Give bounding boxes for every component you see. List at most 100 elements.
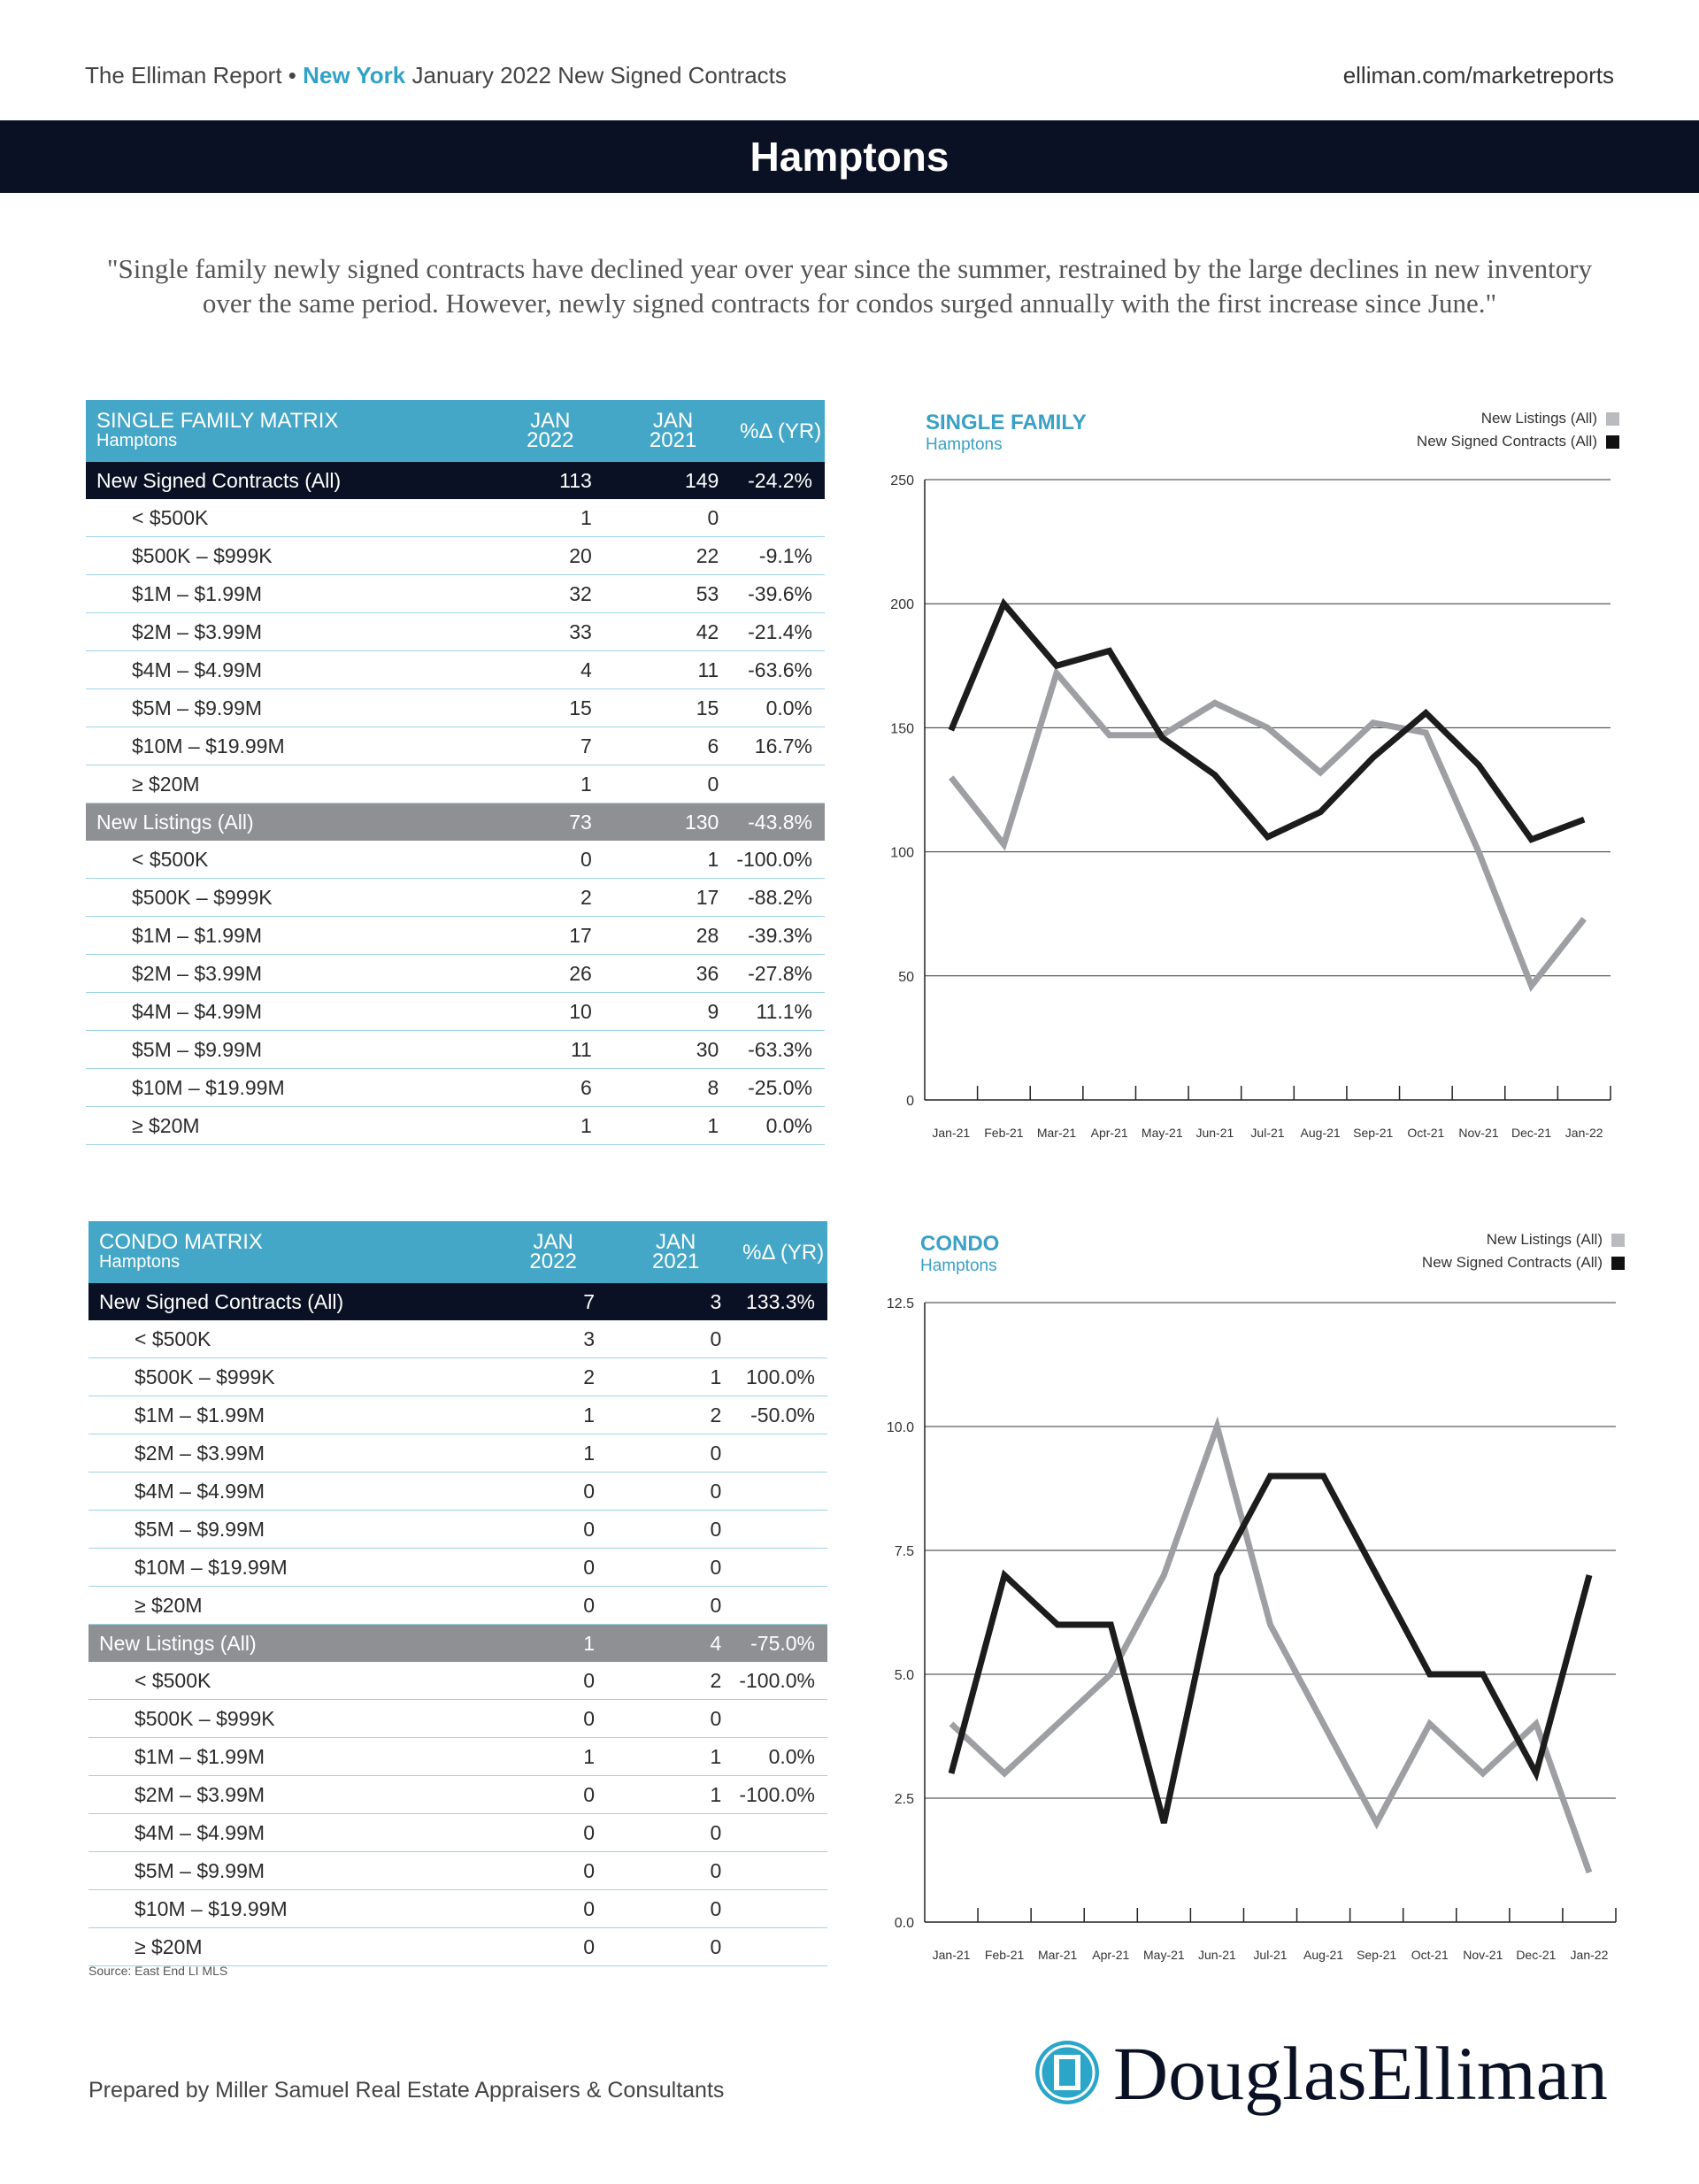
pct-change-value: -50.0% (739, 1396, 827, 1434)
jan-2022-value: 0 (490, 841, 610, 879)
table-row: $500K – $999K 20 22 -9.1% (86, 536, 825, 575)
y-tick-label: 100 (890, 846, 914, 861)
jan-2021-value: 6 (609, 727, 737, 765)
jan-2022-value: 2 (490, 878, 610, 917)
single-family-chart-svg: 0 50 100 150 200 250 Jan-21 Feb-21 Mar-21 Apr-21 M… (890, 473, 1611, 1140)
pct-change-value: -39.3% (736, 916, 825, 955)
jan-2021-value: 30 (609, 1030, 737, 1069)
row-label: ≥ $20M (88, 1586, 495, 1625)
legend-item-new-listings: New Listings (All) (1422, 1228, 1625, 1251)
jan-2022-value: 0 (494, 1813, 613, 1852)
y-tick-label: 5.0 (895, 1668, 914, 1683)
jan-2021-value: 1 (612, 1737, 740, 1776)
pct-change-value: -88.2% (736, 878, 825, 917)
jan-2021-value: 0 (609, 765, 737, 804)
douglas-elliman-logo: DouglasElliman (1035, 2031, 1608, 2116)
y-tick-label: 12.5 (887, 1296, 914, 1311)
logo-wordmark: DouglasElliman (1113, 2031, 1608, 2116)
jan-2022-value: 15 (490, 688, 610, 727)
x-tick-label: Apr-21 (1091, 1126, 1128, 1140)
jan-2022-value: 4 (490, 650, 610, 689)
y-tick-label: 2.5 (895, 1792, 914, 1807)
pct-change-value (739, 1699, 827, 1738)
y-tick-label: 250 (890, 473, 914, 488)
report-url-link[interactable]: elliman.com/marketreports (1342, 62, 1614, 88)
jan-2021-value: 15 (609, 688, 737, 727)
jan-2021-value: 1 (609, 1106, 737, 1145)
jan-2021-value: 1 (612, 1775, 740, 1814)
row-label: < $500K (88, 1320, 495, 1358)
table-row: $500K – $999K 0 0 (88, 1699, 827, 1738)
row-label: $1M – $1.99M (88, 1396, 495, 1434)
jan-2022-value: 0 (494, 1586, 613, 1625)
jan-2022-value: 0 (494, 1510, 613, 1549)
row-label: $4M – $4.99M (86, 992, 491, 1031)
jan-2022-value: 0 (494, 1548, 613, 1587)
x-tick-label: Jun-21 (1195, 1126, 1234, 1140)
table-row: $2M – $3.99M 0 1 -100.0% (88, 1775, 827, 1814)
table-row: $2M – $3.99M 1 0 (88, 1434, 827, 1473)
jan-2021-value: 0 (612, 1813, 740, 1852)
x-tick-label: Dec-21 (1516, 1948, 1556, 1962)
table-row: $5M – $9.99M 11 30 -63.3% (86, 1030, 825, 1069)
pct-change-value: 16.7% (736, 727, 825, 765)
pct-change-value: 0.0% (736, 1106, 825, 1145)
series-line-new-signed-contracts (948, 597, 1586, 843)
table-header-row: SINGLE FAMILY MATRIX Hamptons JAN 2022 JAN… (86, 400, 825, 462)
chart-subtitle: Hamptons (920, 1257, 997, 1275)
pct-change-value (739, 1851, 827, 1890)
pct-change-value: -100.0% (739, 1662, 827, 1700)
row-label: $5M – $9.99M (86, 688, 491, 727)
y-tick-label: 150 (890, 721, 914, 736)
row-label: $500K – $999K (88, 1699, 495, 1738)
table-subtitle: Hamptons (96, 431, 178, 450)
x-tick-label: May-21 (1143, 1948, 1185, 1962)
row-label: $10M – $19.99M (88, 1889, 495, 1928)
jan-2022-value: 26 (490, 954, 610, 993)
chart-subtitle: Hamptons (926, 435, 1003, 454)
pct-change-value: -75.0% (739, 1624, 827, 1662)
jan-2022-value: 10 (490, 992, 610, 1031)
pct-change-value: -21.4% (736, 612, 825, 651)
jan-2021-value: 28 (609, 916, 737, 955)
jan-2022-value: 2 (494, 1357, 613, 1396)
row-label: New Signed Contracts (All) (88, 1283, 495, 1320)
x-tick-label: Mar-21 (1037, 1126, 1077, 1140)
x-tick-label: Jan-21 (933, 1948, 971, 1962)
chart-legend: New Listings (All) New Signed Contracts … (1417, 407, 1619, 453)
x-tick-label: Jul-21 (1253, 1948, 1287, 1962)
jan-2021-value: 2 (612, 1662, 740, 1700)
table-row: < $500K 3 0 (88, 1320, 827, 1358)
pct-change-value: 100.0% (739, 1357, 827, 1396)
x-tick-label: Apr-21 (1092, 1948, 1129, 1962)
row-label: $500K – $999K (88, 1357, 495, 1396)
table-row: $10M – $19.99M 0 0 (88, 1548, 827, 1587)
legend-swatch-gray (1606, 412, 1619, 427)
row-label: $2M – $3.99M (86, 612, 491, 651)
jan-2021-value: 0 (612, 1510, 740, 1549)
pct-change-value: -9.1% (736, 536, 825, 575)
jan-2022-value: 20 (490, 536, 610, 575)
jan-2021-value: 1 (609, 841, 737, 879)
prepared-by-footer: Prepared by Miller Samuel Real Estate Ap… (88, 2078, 725, 2103)
jan-2022-value: 113 (490, 462, 610, 499)
x-tick-label: Jun-21 (1198, 1948, 1236, 1962)
x-tick-label: Jan-21 (932, 1126, 970, 1140)
pct-change-value: -63.6% (736, 650, 825, 689)
y-tick-label: 7.5 (895, 1544, 914, 1559)
jan-2022-value: 0 (494, 1775, 613, 1814)
row-label: New Signed Contracts (All) (86, 462, 491, 499)
y-tick-label: 0.0 (895, 1916, 914, 1931)
jan-2022-value: 1 (494, 1396, 613, 1434)
jan-2022-value: 73 (490, 803, 610, 841)
x-tick-label: Sep-21 (1353, 1126, 1393, 1140)
jan-2021-value: 0 (612, 1320, 740, 1358)
pct-change-value (736, 765, 825, 804)
condo-matrix-table: CONDO MATRIX Hamptons JAN 2022 JAN 2021 %Δ … (88, 1221, 827, 1966)
row-label: $2M – $3.99M (86, 954, 491, 993)
table-row: $500K – $999K 2 17 -88.2% (86, 878, 825, 917)
jan-2021-value: 9 (609, 992, 737, 1031)
table-row: ≥ $20M 0 0 (88, 1586, 827, 1625)
row-label: $10M – $19.99M (88, 1548, 495, 1587)
table-subtitle: Hamptons (99, 1252, 181, 1272)
